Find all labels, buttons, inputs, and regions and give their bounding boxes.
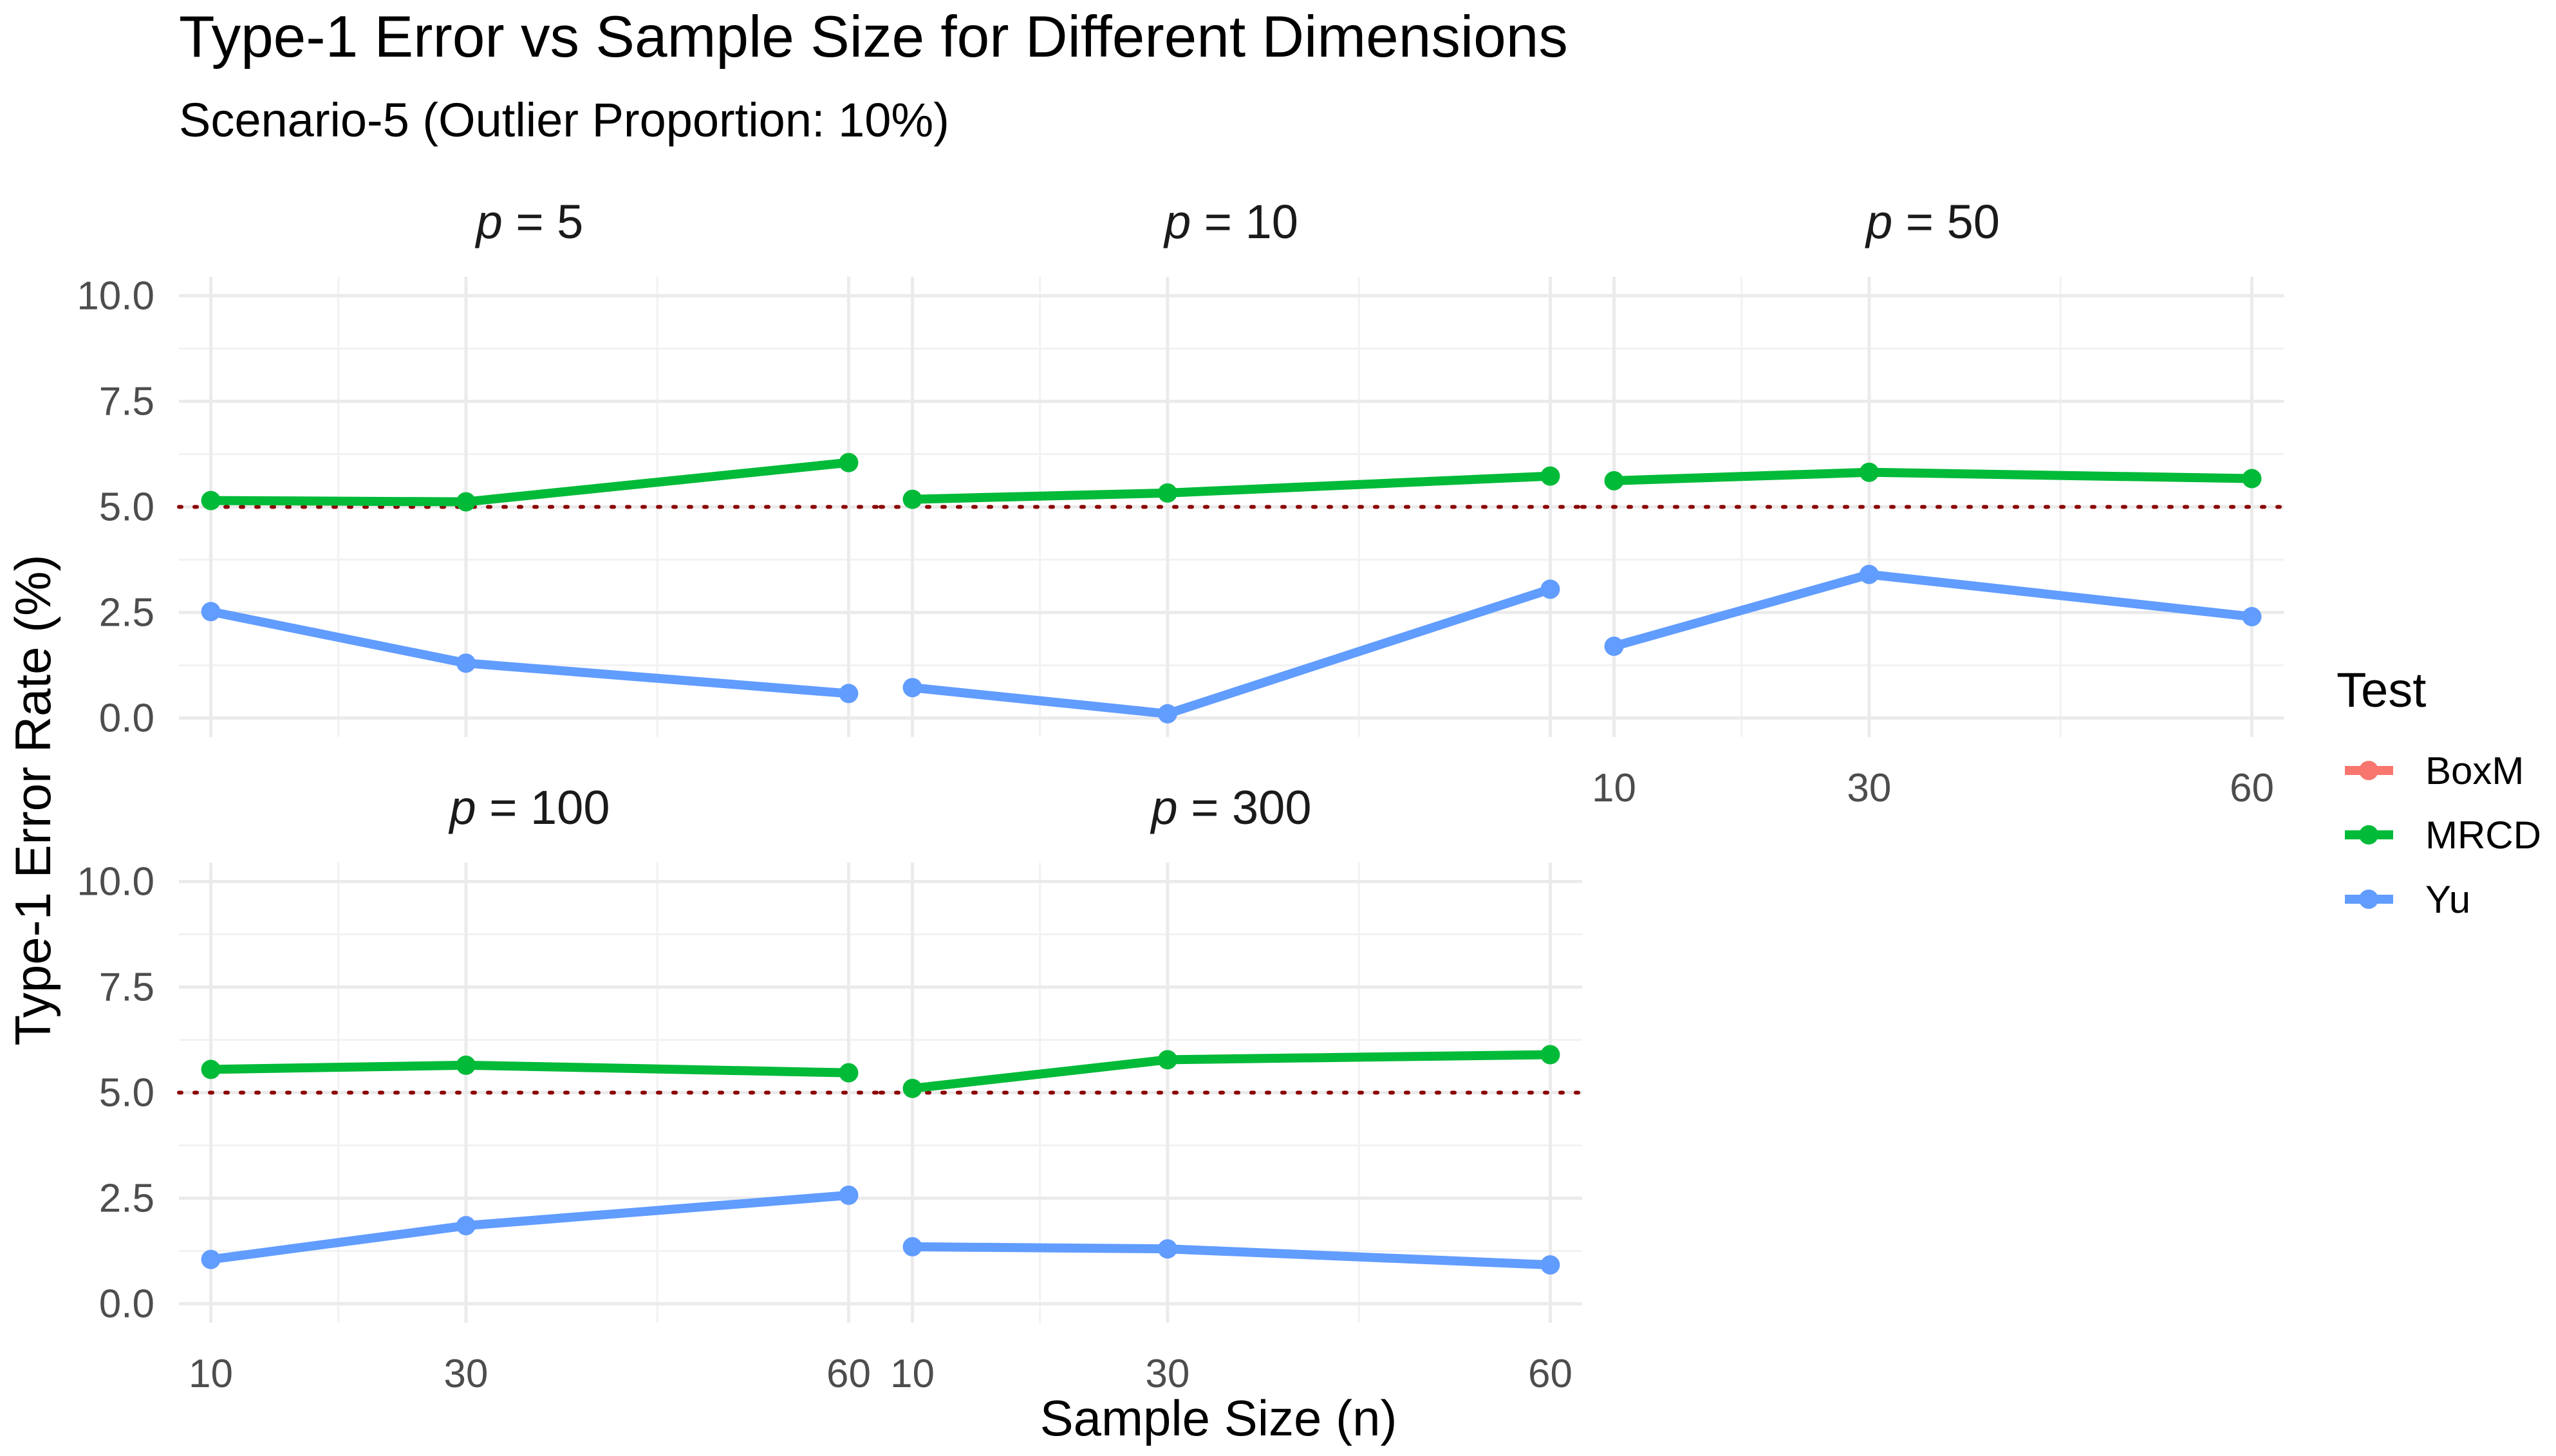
data-point-mrcd xyxy=(1540,1045,1560,1065)
facet-label: p = 10 xyxy=(1163,195,1298,248)
data-point-mrcd xyxy=(1859,462,1879,482)
legend-item-yu: Yu xyxy=(2345,878,2470,921)
legend-label: Yu xyxy=(2425,878,2470,921)
x-tick-label: 30 xyxy=(443,1352,488,1396)
data-point-yu xyxy=(839,684,859,704)
chart-title: Type-1 Error vs Sample Size for Differen… xyxy=(179,5,1568,70)
data-point-mrcd xyxy=(2242,469,2262,489)
y-tick-label: 7.5 xyxy=(99,966,154,1010)
legend-item-mrcd: MRCD xyxy=(2345,814,2541,857)
y-tick-label: 0.0 xyxy=(99,1282,154,1326)
data-point-mrcd xyxy=(1157,483,1177,503)
y-tick-label: 10.0 xyxy=(77,274,154,319)
data-point-yu xyxy=(1540,579,1560,599)
series-line-mrcd xyxy=(206,1060,854,1078)
y-tick-label: 10.0 xyxy=(77,860,154,904)
series-line-yu xyxy=(908,1242,1555,1270)
series-line-yu xyxy=(1609,570,2257,651)
x-tick-label: 10 xyxy=(890,1352,935,1396)
y-tick-label: 7.5 xyxy=(99,380,154,424)
data-point-yu xyxy=(1157,704,1177,723)
y-tick-label: 2.5 xyxy=(99,1176,154,1220)
facet-panel-p50: p = 50 10 30 60 xyxy=(1580,195,2286,810)
x-tick-label: 30 xyxy=(1145,1352,1189,1396)
series-line-mrcd xyxy=(908,1050,1555,1093)
legend-key-point xyxy=(2359,761,2378,780)
legend-label: MRCD xyxy=(2425,814,2541,857)
facet-panel-p10: p = 10 xyxy=(879,195,1584,737)
legend-key-point xyxy=(2359,890,2378,909)
legend: Test BoxM MRCD Yu xyxy=(2337,663,2541,921)
data-point-mrcd xyxy=(902,1078,922,1098)
legend-item-boxm: BoxM xyxy=(2345,749,2524,792)
y-tick-label: 0.0 xyxy=(99,696,154,740)
facet-label: p = 5 xyxy=(475,195,584,248)
data-point-yu xyxy=(456,653,476,673)
legend-label: BoxM xyxy=(2425,749,2524,792)
data-point-yu xyxy=(456,1216,476,1236)
series-line-mrcd xyxy=(206,458,854,507)
y-axis-title: Type-1 Error Rate (%) xyxy=(5,555,61,1046)
x-tick-label: 10 xyxy=(1592,766,1636,810)
data-point-mrcd xyxy=(201,490,221,510)
facet-panel-p300: p = 300 10 30 60 xyxy=(879,781,1584,1396)
data-point-yu xyxy=(201,1249,221,1269)
facet-panel-p100: p = 100 0.0 2.5 5.0 7.5 10.0 10 30 60 xyxy=(77,781,882,1396)
y-tick-label: 2.5 xyxy=(99,590,154,635)
facet-label: p = 50 xyxy=(1865,195,2000,248)
x-tick-label: 60 xyxy=(826,1352,871,1396)
x-tick-label: 60 xyxy=(2230,766,2274,810)
data-point-yu xyxy=(1540,1255,1560,1275)
y-tick-label: 5.0 xyxy=(99,485,154,530)
x-axis-title: Sample Size (n) xyxy=(1040,1390,1397,1446)
facet-panel-p5: p = 5 0.0 2.5 5.0 7.5 10.0 xyxy=(77,195,882,740)
data-point-mrcd xyxy=(839,453,859,472)
data-point-yu xyxy=(902,678,922,698)
data-point-yu xyxy=(902,1237,922,1256)
data-point-mrcd xyxy=(456,492,476,512)
facet-label: p = 300 xyxy=(1150,781,1312,834)
data-point-yu xyxy=(201,602,221,622)
x-tick-label: 60 xyxy=(1528,1352,1572,1396)
legend-key-point xyxy=(2359,825,2378,845)
data-point-yu xyxy=(839,1185,859,1205)
chart-subtitle: Scenario-5 (Outlier Proportion: 10%) xyxy=(179,93,949,147)
series-line-mrcd xyxy=(1609,467,2257,485)
x-tick-label: 10 xyxy=(189,1352,233,1396)
data-point-mrcd xyxy=(201,1059,221,1079)
series-line-mrcd xyxy=(908,471,1555,504)
series-line-yu xyxy=(908,584,1555,718)
legend-title: Test xyxy=(2337,663,2426,718)
data-point-yu xyxy=(1157,1239,1177,1259)
data-point-yu xyxy=(1604,636,1624,656)
series-line-yu xyxy=(206,607,854,698)
data-point-yu xyxy=(1859,565,1879,584)
data-point-mrcd xyxy=(1604,471,1624,490)
facet-label: p = 100 xyxy=(449,781,610,834)
data-point-mrcd xyxy=(902,489,922,509)
x-tick-label: 30 xyxy=(1847,766,1891,810)
data-point-mrcd xyxy=(1157,1050,1177,1070)
data-point-yu xyxy=(2242,607,2262,627)
y-tick-label: 5.0 xyxy=(99,1071,154,1115)
data-point-mrcd xyxy=(839,1063,859,1083)
series-line-yu xyxy=(206,1190,854,1264)
data-point-mrcd xyxy=(456,1055,476,1075)
data-point-mrcd xyxy=(1540,466,1560,486)
